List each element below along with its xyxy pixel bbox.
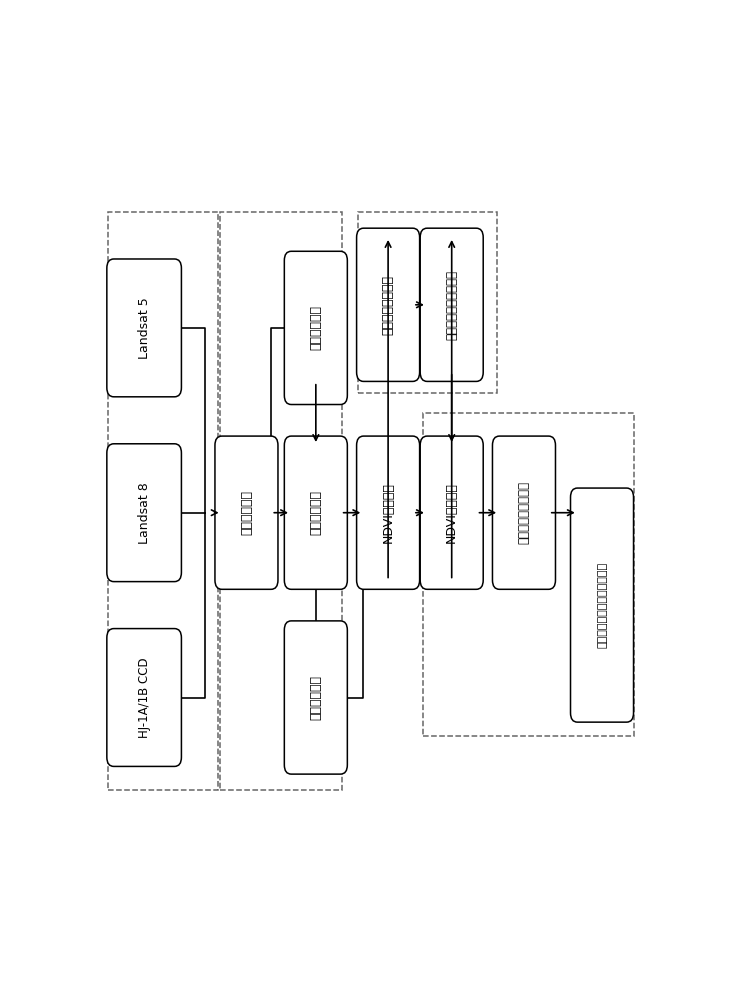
- FancyBboxPatch shape: [107, 444, 181, 582]
- FancyBboxPatch shape: [215, 436, 278, 589]
- FancyBboxPatch shape: [420, 228, 483, 381]
- Text: Landsat 8: Landsat 8: [137, 482, 151, 544]
- Text: NDVI转换模块: NDVI转换模块: [445, 482, 458, 543]
- Text: NDVI计算模块: NDVI计算模块: [382, 482, 395, 543]
- Text: 图像裁剪模块: 图像裁剪模块: [310, 675, 322, 720]
- FancyBboxPatch shape: [284, 621, 348, 774]
- Text: 转换方程构建模块: 转换方程构建模块: [382, 275, 395, 335]
- FancyBboxPatch shape: [107, 629, 181, 766]
- Text: HJ-1A/1B CCD: HJ-1A/1B CCD: [137, 657, 151, 738]
- FancyBboxPatch shape: [357, 436, 419, 589]
- FancyBboxPatch shape: [357, 228, 419, 381]
- FancyBboxPatch shape: [571, 488, 633, 722]
- Bar: [221, 212, 342, 790]
- FancyBboxPatch shape: [420, 436, 483, 589]
- Text: Landsat 5: Landsat 5: [137, 297, 151, 359]
- Bar: [358, 212, 497, 393]
- Text: 大气校正模块: 大气校正模块: [310, 305, 322, 350]
- Text: 转换方程精度检验模块: 转换方程精度检验模块: [445, 270, 458, 340]
- Text: 辐射定标模块: 辐射定标模块: [240, 490, 253, 535]
- Bar: [423, 413, 634, 736]
- FancyBboxPatch shape: [284, 436, 348, 589]
- Text: 几何校正模块: 几何校正模块: [310, 490, 322, 535]
- FancyBboxPatch shape: [492, 436, 556, 589]
- FancyBboxPatch shape: [107, 259, 181, 397]
- Bar: [107, 212, 218, 790]
- Text: 土地毁损与恢复定量分析模块: 土地毁损与恢复定量分析模块: [597, 562, 607, 648]
- FancyBboxPatch shape: [284, 251, 348, 405]
- Text: 时序分析法参数模块: 时序分析法参数模块: [518, 481, 530, 544]
